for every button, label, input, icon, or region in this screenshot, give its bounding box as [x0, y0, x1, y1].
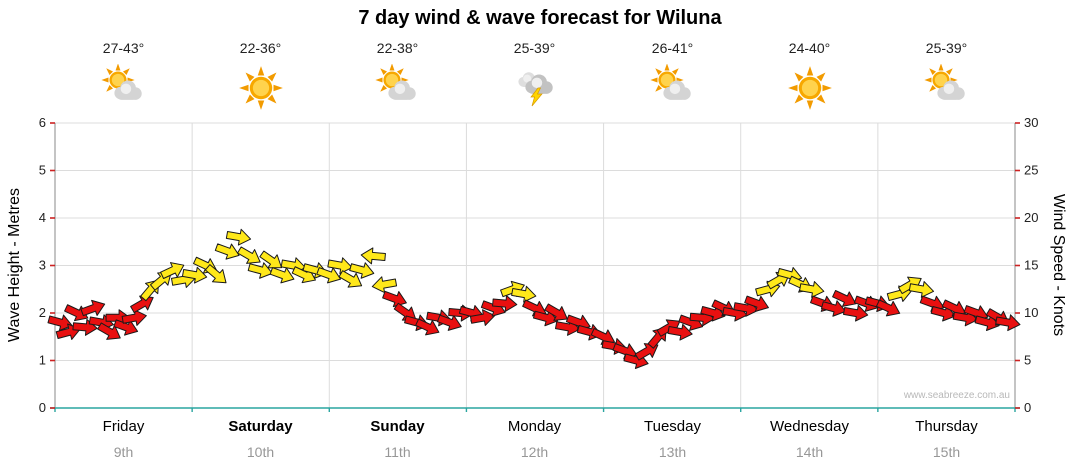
left-axis-tick-label: 1 — [39, 353, 46, 368]
wind-arrow-yellow — [799, 281, 825, 298]
wind-arrow-red — [113, 319, 139, 336]
wind-arrow-yellow — [259, 250, 283, 269]
wind-arrow-yellow — [327, 257, 353, 275]
day-column-thursday: 25-39° Thursday 15th — [878, 36, 1015, 466]
wind-arrow-red — [47, 314, 73, 331]
day-date: 15th — [932, 444, 961, 460]
day-name: Monday — [507, 418, 562, 435]
right-axis-tick-label: 30 — [1024, 115, 1038, 130]
day-date: 10th — [246, 444, 275, 460]
wind-arrow-red — [121, 309, 147, 326]
day-column-monday: 25-39° Monday 12th — [466, 36, 603, 466]
wind-arrow-yellow — [247, 262, 273, 279]
day-name: Wednesday — [770, 418, 849, 435]
right-axis-tick-label: 10 — [1024, 305, 1038, 320]
wind-arrow-yellow — [181, 266, 208, 284]
wind-arrow-red — [875, 299, 901, 317]
day-date: 14th — [795, 444, 824, 460]
wind-arrow-yellow — [214, 243, 240, 260]
day-name: Thursday — [915, 418, 978, 435]
wind-arrow-red — [80, 299, 106, 317]
wind-arrow-yellow — [371, 276, 398, 294]
temp-range: 27-43° — [102, 40, 145, 56]
day-date: 11th — [384, 444, 411, 460]
day-date: 12th — [520, 444, 549, 460]
left-axis-tick-label: 4 — [39, 210, 46, 225]
day-name: Sunday — [370, 418, 425, 435]
wind-arrow-red — [436, 314, 462, 331]
left-axis-tick-label: 2 — [39, 305, 46, 320]
wind-arrow-red — [667, 323, 693, 341]
wind-arrow-yellow — [349, 262, 375, 279]
right-axis-tick-label: 5 — [1024, 353, 1031, 368]
wind-arrow-yellow — [160, 262, 185, 279]
right-axis-tick-label: 20 — [1024, 210, 1038, 225]
left-axis-tick-label: 6 — [39, 115, 46, 130]
day-column-friday: 27-43° Friday 9th — [55, 36, 192, 466]
weather-sun-cloud-icon — [100, 63, 147, 110]
day-name: Friday — [102, 418, 145, 435]
weather-sun-cloud-icon — [923, 63, 970, 110]
wind-arrow-yellow — [338, 270, 363, 288]
wind-arrow-yellow — [908, 281, 935, 298]
day-date: 13th — [658, 444, 687, 460]
left-axis-tick-label: 0 — [39, 400, 46, 415]
wind-arrow-yellow — [237, 246, 261, 264]
weather-sun-icon — [787, 64, 833, 110]
wind-arrow-red — [130, 295, 154, 314]
temp-range: 25-39° — [925, 40, 968, 56]
wind-arrow-red — [842, 304, 869, 322]
wind-arrow-red — [492, 295, 518, 313]
wind-arrow-yellow — [511, 285, 537, 303]
wind-arrow-yellow — [269, 267, 295, 284]
wind-arrow-red — [995, 314, 1021, 332]
temp-range: 24-40° — [788, 40, 831, 56]
day-column-tuesday: 26-41° Tuesday 13th — [604, 36, 741, 466]
right-axis-tick-label: 0 — [1024, 400, 1031, 415]
temp-range: 25-39° — [513, 40, 556, 56]
day-column-saturday: 22-36° Saturday 10th — [192, 36, 329, 466]
temp-range: 22-36° — [239, 40, 282, 56]
day-column-sunday: 22-38° Sunday 11th — [329, 36, 466, 466]
wind-arrow-red — [544, 303, 568, 321]
day-date: 9th — [113, 444, 134, 460]
wind-arrow-red — [415, 318, 440, 336]
weather-sun-cloud-icon — [649, 63, 696, 110]
day-column-wednesday: 24-40° Wednesday 14th — [741, 36, 878, 466]
temp-range: 26-41° — [651, 40, 694, 56]
weather-sun-icon — [238, 64, 284, 110]
wind-arrow-red — [469, 309, 496, 326]
left-axis-tick-label: 3 — [39, 258, 46, 273]
wind-arrow-red — [832, 290, 857, 307]
wind-arrow-yellow — [360, 247, 386, 265]
watermark-url: www.seabreeze.com.au — [903, 390, 1010, 401]
page-title: 7 day wind & wave forecast for Wiluna — [358, 7, 722, 29]
weather-storm-icon — [512, 64, 558, 110]
wind-arrow-red — [820, 300, 847, 317]
wind-arrow-yellow — [316, 267, 342, 284]
wind-arrow-yellow — [225, 228, 252, 246]
wind-arrow-yellow — [204, 264, 227, 284]
right-axis-tick-label: 25 — [1024, 163, 1038, 178]
temp-range: 22-38° — [376, 40, 419, 56]
day-name: Saturday — [228, 418, 293, 435]
weather-sun-cloud-icon — [374, 63, 421, 110]
day-name: Tuesday — [644, 418, 701, 435]
right-axis-tick-label: 15 — [1024, 258, 1038, 273]
wind-arrow-red — [744, 295, 769, 312]
left-axis-tick-label: 5 — [39, 163, 46, 178]
